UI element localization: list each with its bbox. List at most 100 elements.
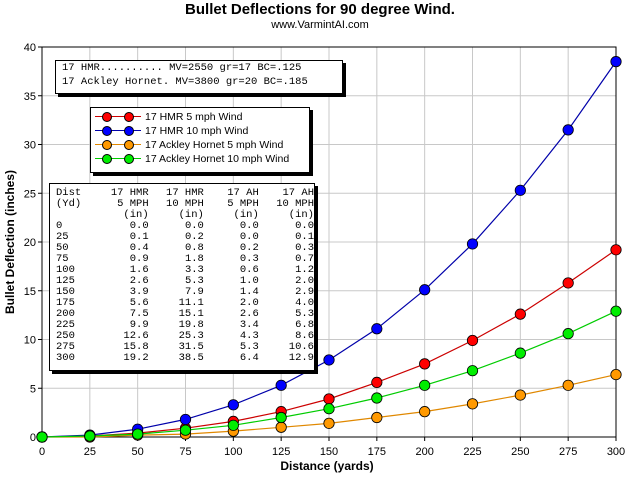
y-tick-label: 35 [24,91,36,103]
table-cell: 5.3 [184,275,204,287]
table-cell: 0.0 [295,220,314,232]
table-row: 125 2.6 5.3 1.0 2.0 [56,276,314,287]
data-point [610,244,622,256]
table-row: 25 0.1 0.2 0.0 0.1 [56,232,314,243]
table-cell: 11.1 [178,297,204,309]
table-row: Dist 17 HMR 17 HMR 17 AH 17 AH [56,188,314,199]
y-tick-label: 5 [30,383,36,395]
x-tick-label: 200 [415,446,433,458]
table-cell: 0.3 [295,242,314,254]
table-row: 75 0.9 1.8 0.3 0.7 [56,254,314,265]
table-cell: 2.6 [239,308,259,320]
legend: 17 HMR 5 mph Wind 17 HMR 10 mph Wind 17 … [90,107,310,173]
legend-label: 17 HMR 10 mph Wind [145,125,249,137]
legend-label: 17 Ackley Hornet 5 mph Wind [145,139,284,151]
table-cell: 1.0 [239,275,259,287]
table-cell: Dist [56,187,82,199]
x-axis-label: Distance (yards) [280,459,373,473]
data-point [562,277,574,289]
table-cell: 15.1 [178,308,204,320]
chart-title: Bullet Deflections for 90 degree Wind. [185,1,455,18]
info-line: 17 HMR.......... MV=2550 gr=17 BC=.125 [62,62,302,74]
table-cell: 250 [56,330,75,342]
table-cell: 50 [56,242,69,254]
table-cell: 0.0 [239,220,259,232]
table-cell: 225 [56,319,75,331]
x-tick-label: 250 [511,446,529,458]
table-cell: 100 [56,264,75,276]
y-tick-label: 20 [24,237,36,249]
table-cell: (Yd) [56,198,82,210]
data-point [514,184,526,196]
table-cell: 7.9 [184,286,204,298]
data-point [514,389,526,401]
table-cell: 4.0 [295,297,314,309]
table-cell: 0.4 [129,242,149,254]
data-point [323,417,335,429]
x-tick-label: 150 [320,446,338,458]
table-cell: 5.6 [129,297,149,309]
legend-label: 17 HMR 5 mph Wind [145,111,243,123]
table-cell: (in) [233,209,259,221]
table-cell: 19.2 [123,352,149,364]
table-cell: 0.1 [129,231,149,243]
data-point [371,411,383,424]
x-tick-label: 75 [179,446,191,458]
x-tick-label: 175 [368,446,386,458]
deflection-table-body: Dist 17 HMR 17 HMR 17 AH 17 AH (Yd) 5 MPH 10 MP… [56,188,314,364]
table-cell: 1.8 [184,253,204,265]
table-cell: 5 MPH [117,198,149,210]
table-cell: 6.4 [239,352,259,364]
y-tick-label: 40 [24,42,36,54]
x-tick-label: 50 [132,446,144,458]
table-cell: 10 MPH [166,198,204,210]
table-cell: 0.1 [295,231,314,243]
table-row: 300 19.2 38.5 6.4 12.9 [56,353,314,364]
table-row: 250 12.6 25.3 4.3 8.6 [56,331,314,342]
table-cell: 150 [56,286,75,298]
table-cell: 0.0 [184,220,204,232]
table-cell: 0.0 [129,220,149,232]
table-cell: 4.3 [239,330,259,342]
table-cell: 6.8 [295,319,314,331]
table-row: (Yd) 5 MPH 10 MPH 5 MPH 10 MPH [56,199,314,210]
table-cell: 200 [56,308,75,320]
table-cell: 9.9 [129,319,149,331]
table-row: 150 3.9 7.9 1.4 2.9 [56,287,314,298]
data-point [562,328,574,340]
y-tick-label: 15 [24,286,36,298]
table-cell: 3.3 [184,264,204,276]
table-cell: 15.8 [123,341,149,353]
table-cell: 31.5 [178,341,204,353]
table-cell: 10 MPH [276,198,314,210]
tick-labels: 0 25 50 75 100 125 150 175 200 225 250 275 300051015… [24,42,625,458]
chart-subtitle: www.VarmintAI.com [271,19,369,31]
table-cell: 12.9 [288,352,314,364]
table-row: 175 5.6 11.1 2.0 4.0 [56,298,314,309]
data-point [562,379,574,391]
y-tick-label: 0 [30,432,36,444]
legend-item: 17 Ackley Hornet 10 mph Wind [95,152,305,166]
data-point [275,411,287,424]
x-tick-label: 225 [463,446,481,458]
table-cell: 5 MPH [227,198,259,210]
table-cell: 0.2 [184,231,204,243]
table-cell: 0.3 [239,253,259,265]
deflection-table-box: Dist 17 HMR 17 HMR 17 AH 17 AH (Yd) 5 MPH 10 MP… [49,183,315,371]
data-point [132,428,144,440]
y-axis-label: Bullet Deflection (inches) [3,170,17,314]
x-tick-label: 25 [84,446,96,458]
data-point [466,334,479,347]
data-point [419,379,431,391]
table-cell: 19.8 [178,319,204,331]
table-cell: 12.6 [123,330,149,342]
table-cell: 0.8 [184,242,204,254]
data-point [227,399,239,411]
data-point [610,56,622,68]
legend-item: 17 HMR 10 mph Wind [95,124,305,138]
table-cell: 17 HMR [166,187,204,199]
plot-frame [41,46,617,438]
legend-marker [95,110,141,124]
table-cell: 2.6 [129,275,149,287]
table-cell: (in) [288,209,314,221]
